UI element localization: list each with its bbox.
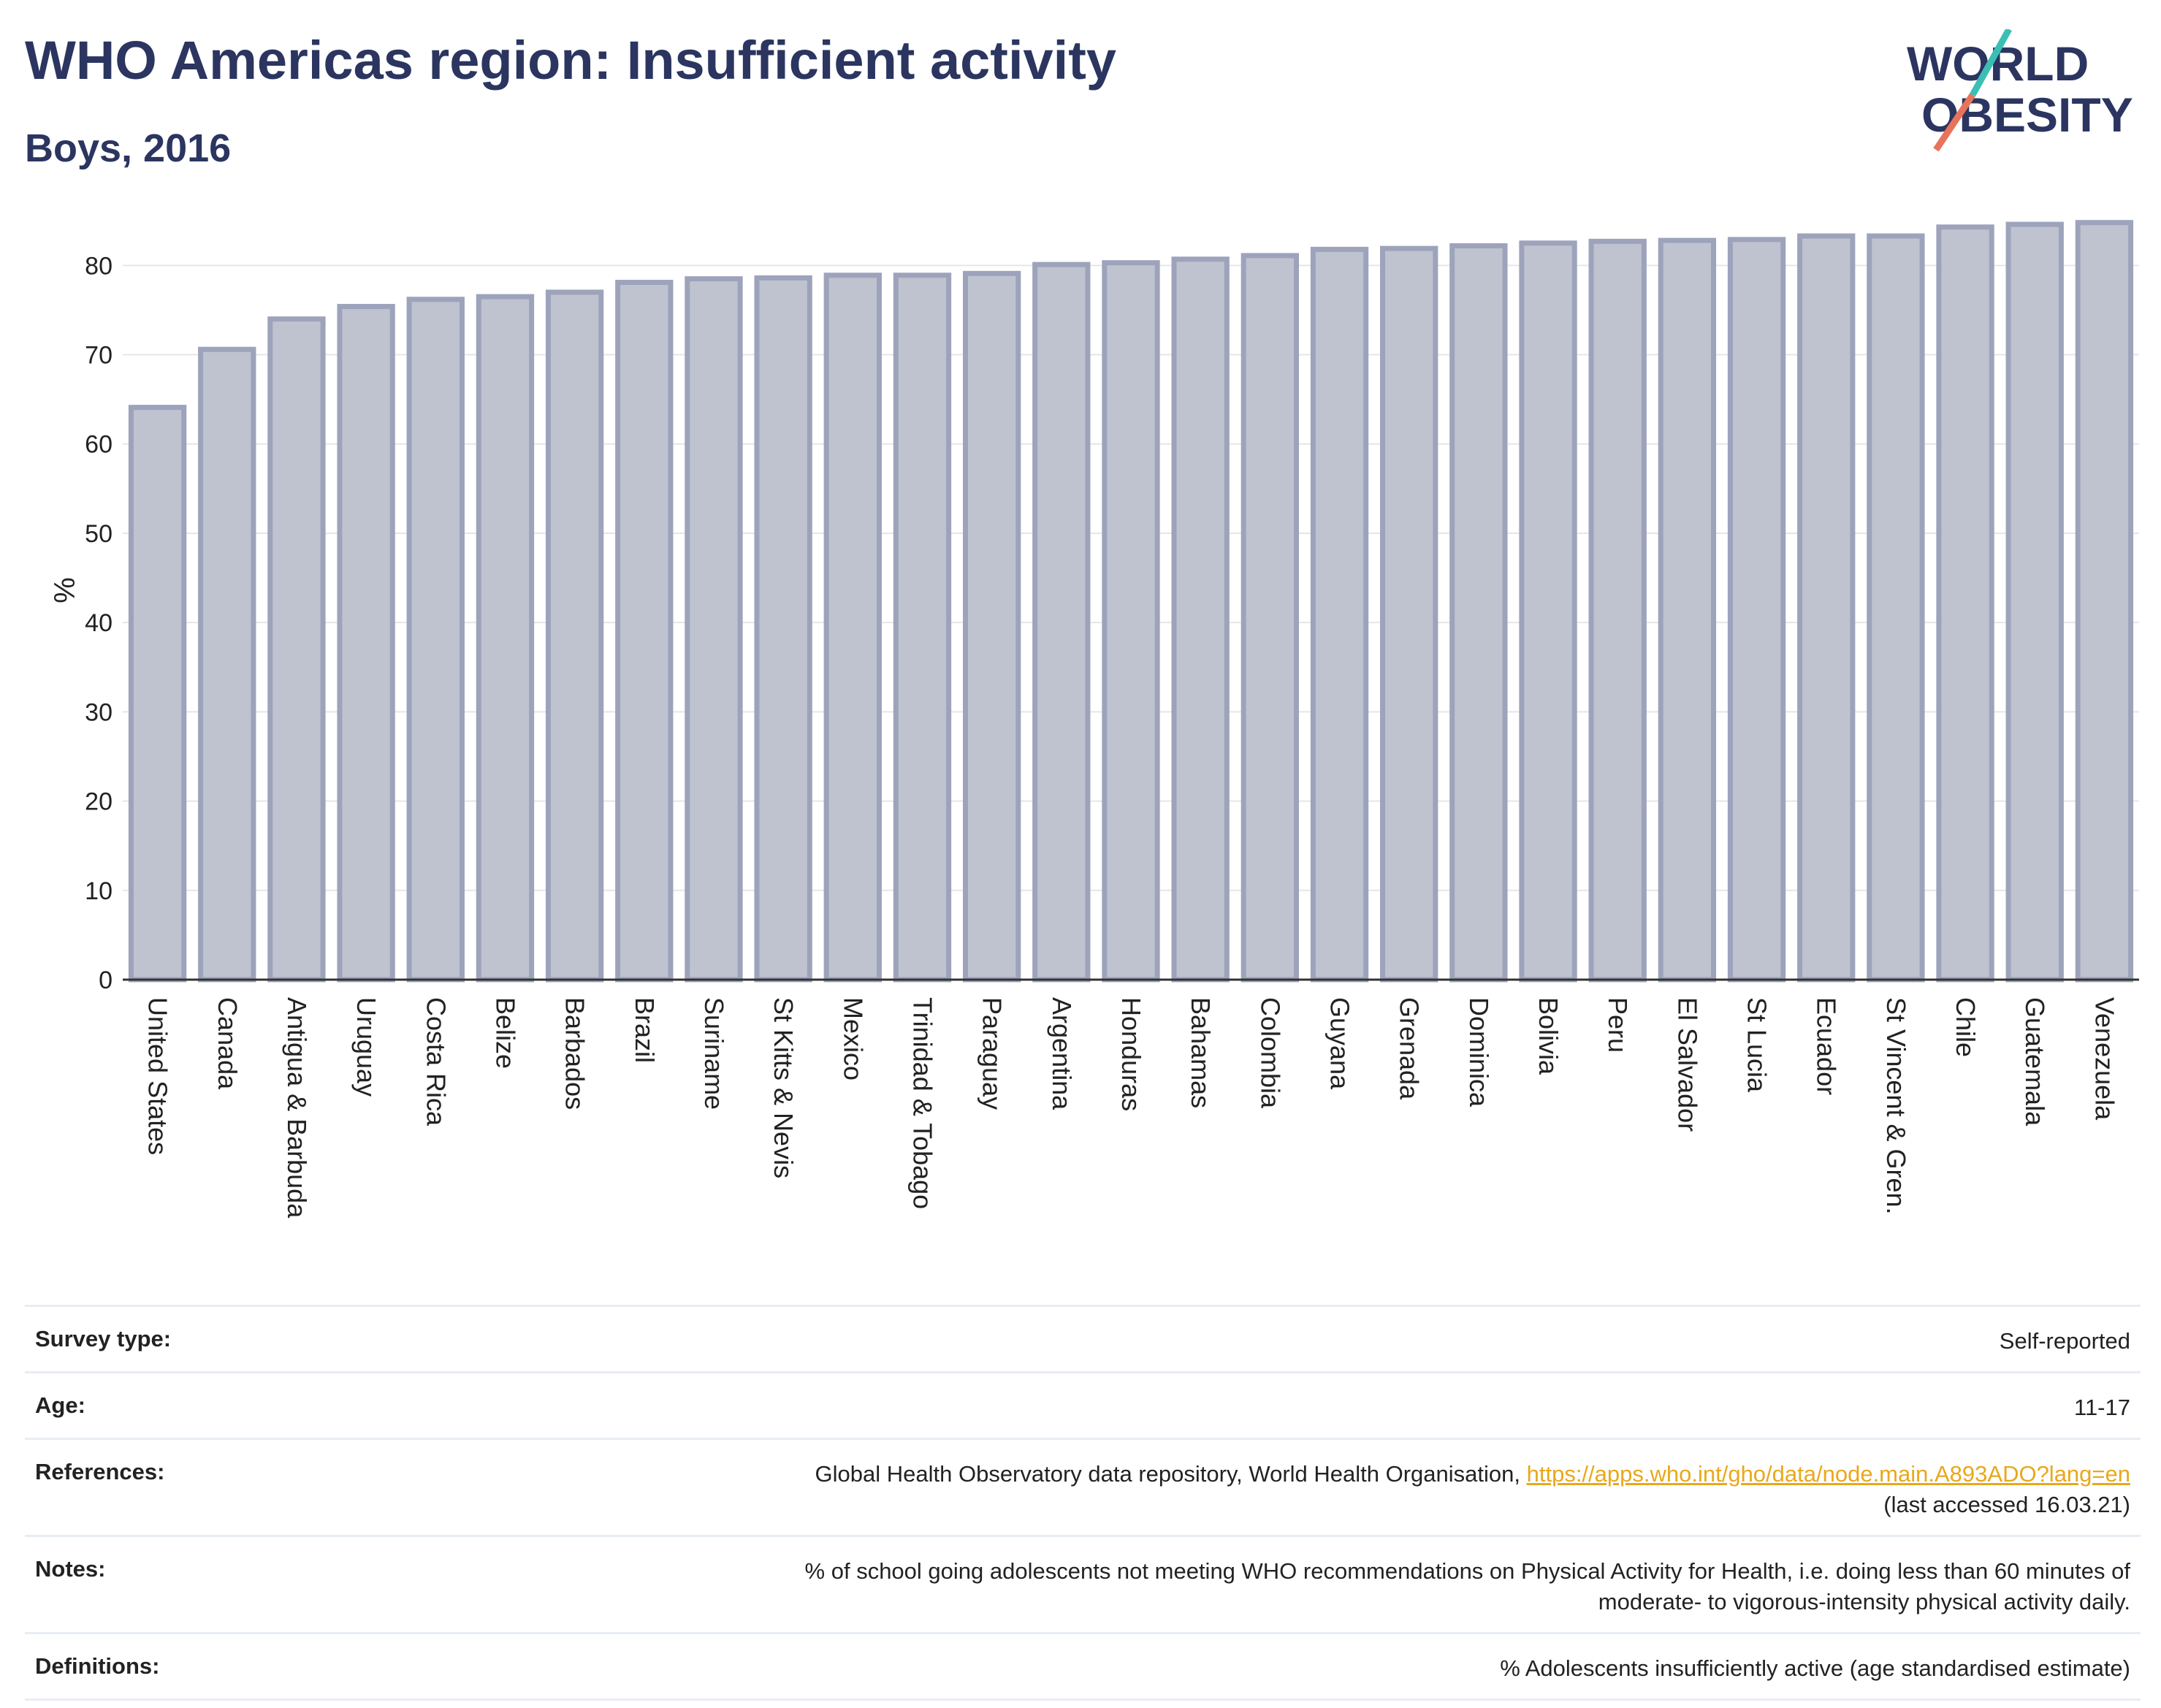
bar xyxy=(545,289,604,983)
y-tick-label: 80 xyxy=(85,252,113,280)
logo-slash-coral xyxy=(1933,93,1975,152)
bar xyxy=(962,270,1021,983)
x-tick-label: Colombia xyxy=(1255,997,1285,1109)
references-accessed: (last accessed 16.03.21) xyxy=(1883,1492,2130,1517)
x-tick-label: St Vincent & Gren. xyxy=(1881,997,1911,1215)
y-tick-label: 20 xyxy=(85,788,113,816)
x-tick-label: Mexico xyxy=(838,997,868,1080)
bar xyxy=(2005,221,2064,983)
bar xyxy=(1102,260,1160,983)
bars xyxy=(128,220,2134,983)
x-tick-label: Canada xyxy=(213,997,243,1090)
bar xyxy=(1519,240,1577,983)
x-tick-label: Ecuador xyxy=(1812,997,1842,1095)
y-tick-label: 10 xyxy=(85,877,113,905)
x-tick-label: United States xyxy=(143,997,173,1155)
bar-chart: 0 10 20 30 40 50 60 70 80 United States Canada Ant… xyxy=(47,220,2139,1219)
x-tick-label: Brazil xyxy=(630,997,660,1063)
notes-line-1: % of school going adolescents not meetin… xyxy=(804,1558,2130,1584)
bar xyxy=(1727,237,1786,983)
x-tick-label: Guyana xyxy=(1325,997,1355,1090)
x-tick-label: Costa Rica xyxy=(421,997,451,1126)
bar xyxy=(1658,237,1717,983)
x-tick-label: Honduras xyxy=(1116,997,1146,1111)
bar xyxy=(337,304,395,983)
bar xyxy=(1936,224,1994,983)
bar xyxy=(1380,245,1438,983)
chart-subtitle: Boys, 2016 xyxy=(25,126,232,170)
bar xyxy=(685,276,743,983)
notes-value: % of school going adolescents not meetin… xyxy=(805,1556,2130,1617)
y-tick-label: 60 xyxy=(85,431,113,459)
x-tick-label: Trinidad & Tobago xyxy=(907,997,937,1209)
bar xyxy=(267,316,326,983)
bar xyxy=(1797,233,1856,983)
info-row-definitions: Definitions: % Adolescents insufficientl… xyxy=(25,1632,2141,1701)
bar xyxy=(823,272,882,983)
info-table: Survey type: Self-reported Age: 11-17 Re… xyxy=(25,1305,2141,1701)
world-obesity-logo: WORLD OBESITY xyxy=(1907,29,2133,152)
y-tick-label: 50 xyxy=(85,520,113,548)
bar xyxy=(1867,233,1925,983)
bar xyxy=(1449,243,1508,983)
y-tick-label: 0 xyxy=(99,967,113,994)
info-row-references: References: Global Health Observatory da… xyxy=(25,1438,2141,1535)
notes-line-2: moderate- to vigorous-intensity physical… xyxy=(1598,1589,2130,1614)
notes-label: Notes: xyxy=(35,1556,106,1582)
y-axis-label: % xyxy=(47,577,80,603)
y-axis-ticks: 0 10 20 30 40 50 60 70 80 xyxy=(85,252,113,994)
bar xyxy=(128,405,187,983)
x-tick-label: Bahamas xyxy=(1186,997,1216,1108)
y-tick-label: 70 xyxy=(85,342,113,370)
definitions-value: % Adolescents insufficiently active (age… xyxy=(1500,1655,2130,1681)
y-tick-label: 30 xyxy=(85,698,113,726)
bar xyxy=(1032,262,1091,983)
x-tick-label: St Kitts & Nevis xyxy=(769,997,799,1178)
bar xyxy=(2075,220,2134,983)
bar xyxy=(754,275,812,983)
x-tick-label: Paraguay xyxy=(977,997,1007,1110)
x-tick-label: Guatemala xyxy=(2020,997,2050,1126)
x-tick-label: Chile xyxy=(1951,997,1981,1057)
info-row-age: Age: 11-17 xyxy=(25,1371,2141,1438)
bar xyxy=(615,280,674,983)
bar xyxy=(893,272,952,983)
survey-type-value: Self-reported xyxy=(1999,1328,2130,1354)
bar xyxy=(406,297,465,983)
x-tick-label: Venezuela xyxy=(2089,997,2119,1121)
bar xyxy=(1171,256,1230,983)
bar xyxy=(198,346,256,983)
x-tick-label: St Lucia xyxy=(1742,997,1772,1093)
bar xyxy=(1240,253,1300,983)
age-label: Age: xyxy=(35,1392,85,1418)
definitions-label: Definitions: xyxy=(35,1653,160,1679)
x-tick-label: Barbados xyxy=(560,997,590,1110)
chart-title: WHO Americas region: Insufficient activi… xyxy=(25,30,1117,91)
references-link[interactable]: https://apps.who.int/gho/data/node.main.… xyxy=(1526,1461,2130,1487)
x-tick-label: Peru xyxy=(1603,997,1633,1053)
info-row-survey-type: Survey type: Self-reported xyxy=(25,1305,2141,1371)
references-value: Global Health Observatory data repositor… xyxy=(815,1459,2130,1520)
x-tick-label: Argentina xyxy=(1047,997,1077,1110)
x-tick-label: Antigua & Barbuda xyxy=(282,997,312,1219)
x-axis-ticks: United States Canada Antigua & Barbuda Urug… xyxy=(143,997,2120,1219)
survey-type-label: Survey type: xyxy=(35,1326,172,1351)
x-tick-label: Dominica xyxy=(1464,997,1494,1107)
x-tick-label: Bolivia xyxy=(1533,997,1563,1075)
bar xyxy=(1588,238,1647,983)
x-tick-label: Uruguay xyxy=(351,997,381,1097)
age-value: 11-17 xyxy=(2074,1395,2130,1420)
references-text: Global Health Observatory data repositor… xyxy=(815,1461,1527,1487)
x-tick-label: Suriname xyxy=(699,997,729,1110)
x-tick-label: Belize xyxy=(490,997,520,1069)
info-row-notes: Notes: % of school going adolescents not… xyxy=(25,1535,2141,1632)
y-tick-label: 40 xyxy=(85,609,113,637)
x-tick-label: El Salvador xyxy=(1672,997,1702,1132)
bar xyxy=(476,294,535,983)
logo-slash-teal xyxy=(1970,29,2012,97)
bar xyxy=(1310,246,1369,983)
x-tick-label: Grenada xyxy=(1395,997,1425,1100)
references-label: References: xyxy=(35,1459,165,1484)
